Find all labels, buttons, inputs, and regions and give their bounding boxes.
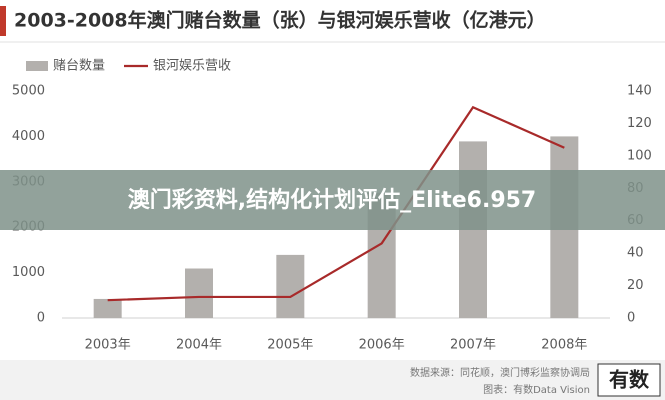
- x-tick-label: 2008年: [541, 338, 587, 353]
- x-tick-label: 2007年: [450, 338, 496, 353]
- x-tick-label: 2004年: [176, 338, 222, 353]
- x-tick-label: 2005年: [267, 338, 313, 353]
- overlay-band: [0, 170, 665, 230]
- title-accent: [0, 6, 6, 36]
- y-tick-label: 5000: [12, 84, 45, 99]
- bar: [93, 298, 122, 318]
- bar: [185, 268, 213, 318]
- y-tick-label: 0: [37, 311, 45, 326]
- x-tick-label: 2003年: [85, 338, 131, 353]
- y2-tick-label: 40: [627, 246, 644, 261]
- legend-label: 银河娱乐营收: [153, 59, 231, 74]
- y2-tick-label: 140: [627, 84, 652, 99]
- legend-label: 赌台数量: [53, 59, 105, 74]
- footer-credit: 图表：有数Data Vision: [483, 383, 590, 396]
- footer-band: [0, 360, 665, 400]
- line: [107, 105, 565, 302]
- legend-swatch: [26, 61, 48, 71]
- bar: [276, 254, 305, 318]
- y-tick-label: 4000: [12, 129, 45, 144]
- x-tick-label: 2006年: [359, 338, 405, 353]
- y2-tick-label: 100: [627, 148, 652, 163]
- logo-box: [597, 363, 661, 397]
- footer-source: 数据来源：同花顺，澳门博彩监察协调局: [410, 366, 590, 379]
- chart-title: 2003-2008年澳门赌台数量（张）与银河娱乐营收（亿港元）: [14, 9, 546, 32]
- y2-tick-label: 120: [627, 116, 652, 131]
- y2-tick-label: 0: [627, 311, 635, 326]
- overlay-text: 澳门彩资料,结构化计划评估_Elite6.957: [128, 187, 537, 213]
- y2-tick-label: 20: [627, 278, 644, 293]
- logo: 有数: [609, 368, 650, 392]
- y-tick-label: 1000: [12, 265, 45, 280]
